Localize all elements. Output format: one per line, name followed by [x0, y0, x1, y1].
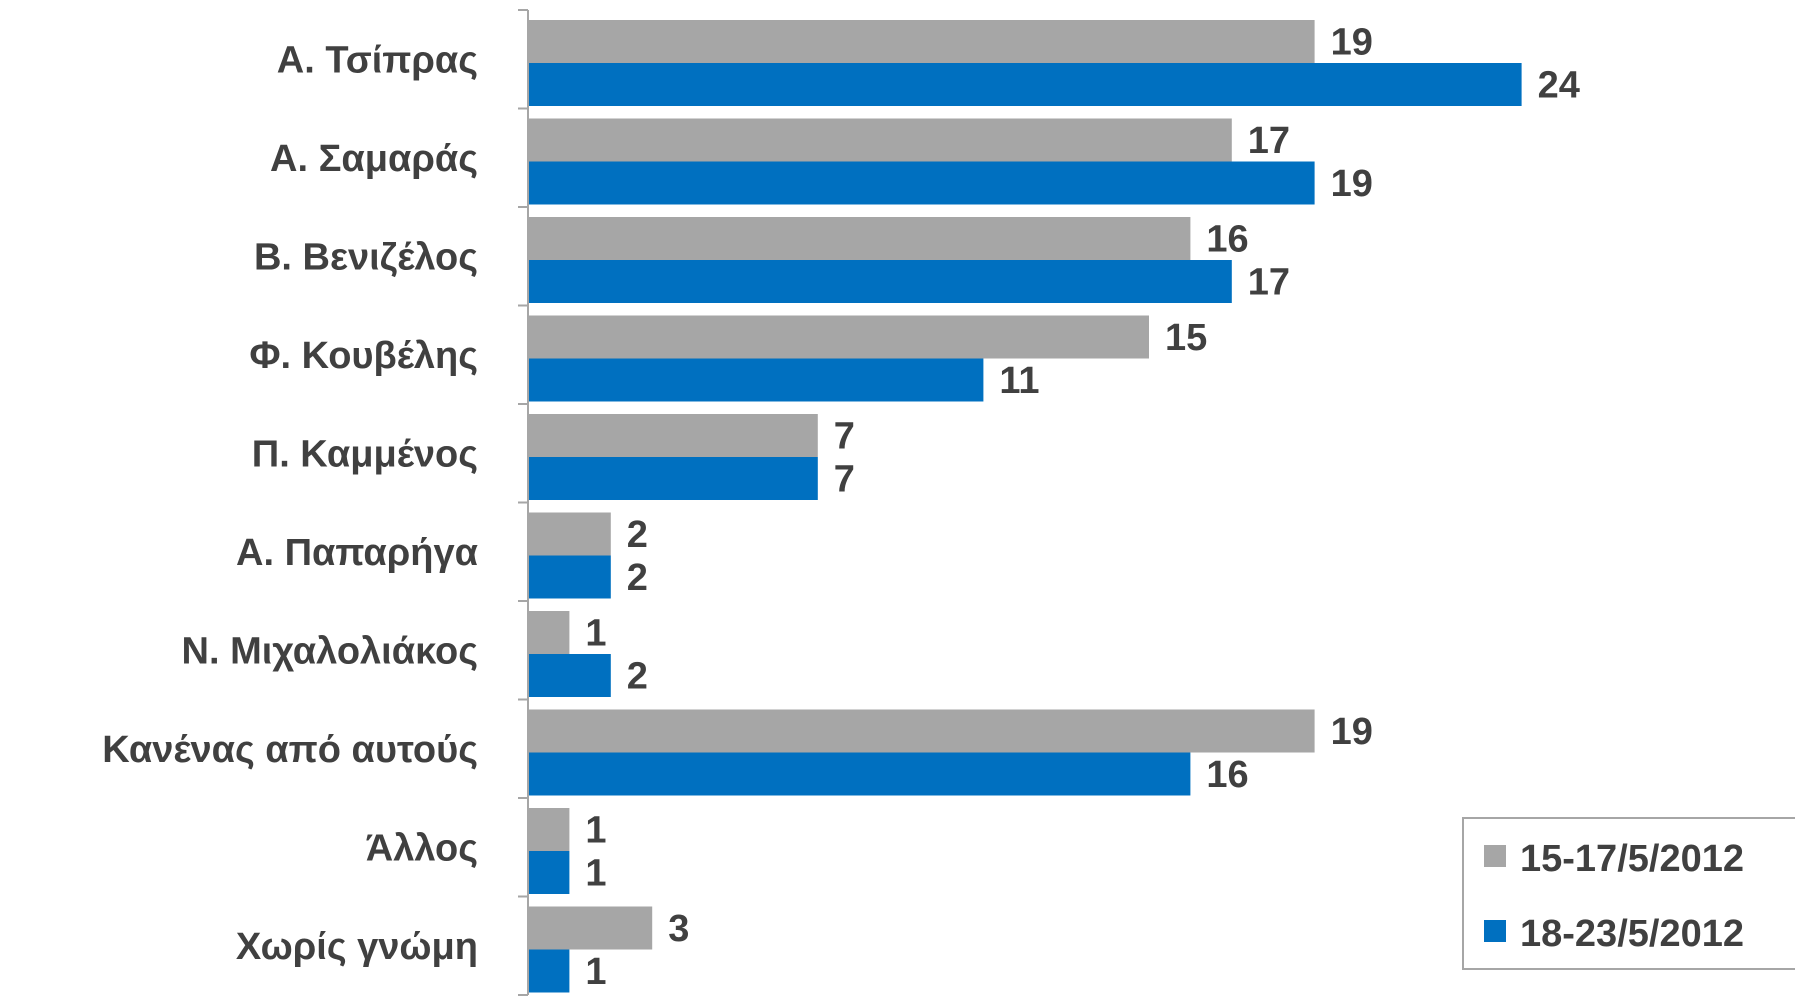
category-label: Α. Τσίπρας: [277, 39, 478, 81]
bar-series-1: [528, 709, 1315, 753]
value-label-series-2: 11: [999, 360, 1039, 402]
bar-series-2: [528, 457, 818, 500]
legend-label-series-2: 18-23/5/2012: [1520, 913, 1744, 955]
value-label-series-2: 2: [627, 656, 648, 698]
bar-series-1: [528, 414, 818, 457]
bar-series-1: [528, 906, 653, 950]
value-label-series-1: 7: [834, 416, 855, 458]
category-label: Κανένας από αυτούς: [102, 729, 478, 771]
value-label-series-2: 24: [1538, 65, 1580, 107]
value-label-series-1: 17: [1248, 120, 1290, 162]
value-label-series-2: 19: [1331, 163, 1373, 205]
category-label: Α. Παπαρήγα: [236, 532, 478, 574]
value-label-series-2: 7: [834, 459, 855, 501]
category-label: Φ. Κουβέλης: [249, 335, 478, 377]
bar-series-1: [528, 512, 611, 556]
legend-frame: [1462, 817, 1795, 970]
bar-series-2: [528, 260, 1232, 303]
value-label-series-1: 16: [1206, 219, 1248, 261]
bar-series-1: [528, 217, 1191, 260]
legend-label-series-1: 15-17/5/2012: [1520, 838, 1744, 880]
bar-series-2: [528, 851, 570, 894]
value-label-series-2: 1: [585, 853, 606, 895]
bar-series-1: [528, 315, 1149, 359]
category-label: Άλλος: [366, 827, 478, 869]
category-label: Α. Σαμαράς: [270, 138, 478, 180]
bar-series-2: [528, 555, 611, 599]
legend-swatch-series-2: [1484, 920, 1506, 942]
category-label: Ν. Μιχαλολιάκος: [182, 630, 478, 672]
value-label-series-1: 3: [668, 908, 689, 950]
value-label-series-2: 16: [1206, 754, 1248, 796]
y-axis: [518, 9, 529, 996]
bar-series-1: [528, 611, 570, 654]
value-label-series-1: 15: [1165, 317, 1207, 359]
bar-series-2: [528, 161, 1315, 205]
bar-series-1: [528, 808, 570, 851]
bar-series-2: [528, 63, 1522, 106]
legend: 15-17/5/2012 18-23/5/2012: [1462, 817, 1795, 970]
category-label: Β. Βενιζέλος: [254, 236, 478, 278]
bar-series-2: [528, 654, 611, 697]
category-labels-layer: Α. Τσίπρας Α. Σαμαράς Β. Βενιζέλος Φ. Κουβέ…: [102, 39, 478, 968]
bar-series-2: [528, 949, 570, 993]
value-label-series-2: 17: [1248, 262, 1290, 304]
value-label-series-1: 2: [627, 514, 648, 556]
legend-swatch-series-1: [1484, 845, 1506, 867]
bar-series-1: [528, 118, 1232, 162]
category-label: Π. Καμμένος: [252, 433, 478, 475]
bars-layer: [528, 20, 1522, 993]
value-label-series-2: 1: [585, 951, 606, 993]
value-label-series-1: 1: [585, 613, 606, 655]
category-label: Χωρίς γνώμη: [236, 926, 478, 968]
value-label-series-1: 1: [585, 810, 606, 852]
bar-series-2: [528, 752, 1191, 796]
bar-series-1: [528, 20, 1315, 63]
value-label-series-1: 19: [1331, 22, 1373, 64]
bar-series-2: [528, 358, 984, 402]
value-label-series-2: 2: [627, 557, 648, 599]
value-label-series-1: 19: [1331, 711, 1373, 753]
